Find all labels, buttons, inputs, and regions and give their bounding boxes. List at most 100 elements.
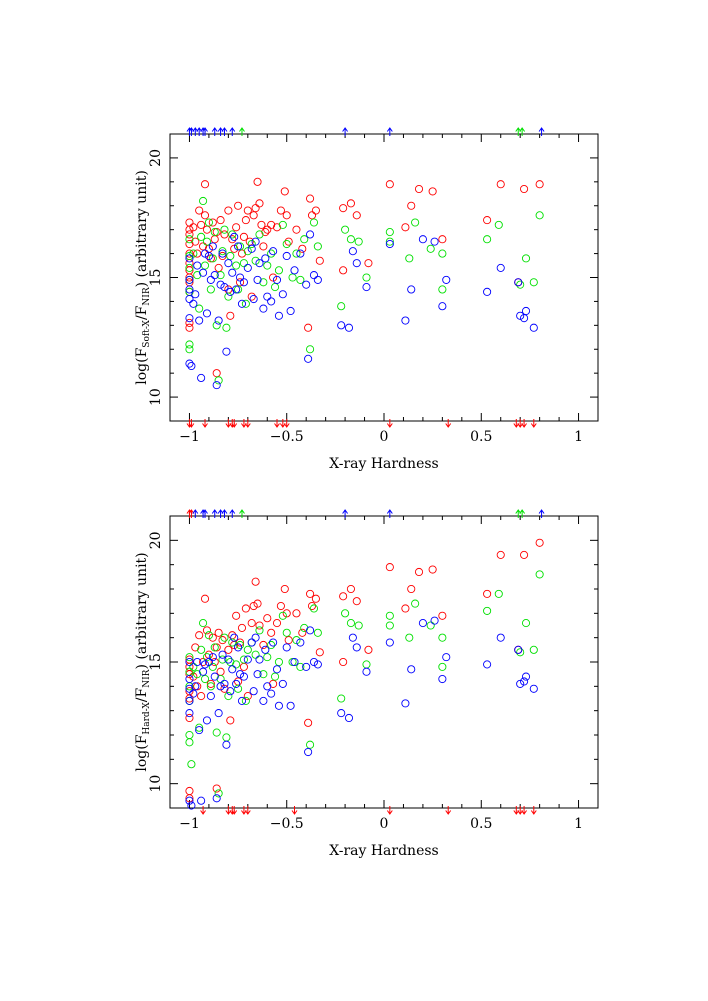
data-point-red bbox=[214, 628, 223, 637]
data-point-red bbox=[199, 242, 208, 251]
data-point-red bbox=[261, 228, 270, 237]
lower-limit-arrow-red bbox=[530, 806, 537, 815]
data-point-red bbox=[191, 643, 200, 652]
upper-limit-arrow-blue bbox=[386, 509, 393, 518]
data-point-green bbox=[535, 211, 544, 220]
data-point-red bbox=[414, 567, 424, 577]
data-point-green bbox=[271, 283, 280, 292]
data-point-green bbox=[212, 728, 221, 737]
data-point-green bbox=[292, 249, 301, 258]
data-point-red bbox=[237, 249, 247, 258]
data-point-blue bbox=[278, 290, 287, 299]
data-point-green bbox=[220, 225, 229, 234]
lower-limit-arrow-red bbox=[513, 806, 520, 815]
data-point-blue bbox=[239, 278, 248, 287]
data-point-green bbox=[362, 660, 371, 669]
data-point-green bbox=[222, 733, 231, 742]
data-point-blue bbox=[251, 633, 260, 642]
y-tick-label: 15 bbox=[148, 269, 164, 287]
data-point-green bbox=[535, 570, 544, 579]
data-point-green bbox=[271, 672, 280, 681]
data-point-red bbox=[206, 254, 215, 263]
data-point-red bbox=[185, 273, 194, 282]
lower-limit-arrow-red bbox=[202, 419, 208, 428]
data-point-red bbox=[407, 584, 416, 594]
data-point-red bbox=[304, 323, 313, 332]
data-point-green bbox=[195, 723, 204, 732]
data-point-green bbox=[197, 645, 206, 654]
data-point-green bbox=[210, 643, 219, 652]
data-point-green bbox=[243, 247, 252, 256]
data-point-red bbox=[292, 225, 301, 234]
data-point-green bbox=[232, 660, 241, 669]
lower-limit-arrow-red bbox=[188, 419, 195, 428]
data-point-red bbox=[243, 206, 252, 215]
data-point-blue bbox=[483, 287, 492, 296]
lower-limit-arrow-red bbox=[274, 419, 280, 428]
data-point-blue bbox=[243, 655, 252, 664]
data-point-blue bbox=[263, 682, 272, 691]
data-point-red bbox=[220, 684, 229, 693]
data-point-blue bbox=[237, 299, 247, 308]
data-point-green bbox=[385, 237, 394, 246]
data-point-green bbox=[185, 653, 194, 662]
data-point-red bbox=[185, 670, 194, 679]
data-point-green bbox=[426, 244, 435, 253]
data-point-green bbox=[483, 235, 492, 244]
data-point-blue bbox=[218, 650, 227, 659]
data-point-green bbox=[337, 302, 346, 311]
data-point-green bbox=[494, 220, 503, 229]
data-point-red bbox=[535, 180, 544, 189]
data-point-blue bbox=[210, 271, 219, 280]
data-point-green bbox=[521, 254, 531, 263]
lower-limit-arrow-red bbox=[513, 419, 520, 428]
data-point-blue bbox=[296, 249, 305, 258]
x-tick-label: 1 bbox=[574, 816, 583, 832]
data-point-blue bbox=[304, 747, 313, 757]
data-point-green bbox=[354, 237, 363, 246]
lower-limit-arrow-red bbox=[283, 419, 290, 428]
data-point-red bbox=[208, 218, 217, 227]
data-point-green bbox=[202, 237, 212, 246]
data-point-green bbox=[282, 628, 291, 637]
upper-limit-arrow-blue bbox=[538, 509, 545, 518]
data-point-red bbox=[235, 278, 245, 287]
data-point-red bbox=[189, 672, 198, 681]
data-point-red bbox=[284, 636, 293, 645]
data-point-red bbox=[243, 692, 252, 701]
data-point-blue bbox=[348, 633, 357, 642]
data-point-blue bbox=[521, 306, 531, 316]
data-point-blue bbox=[278, 679, 287, 688]
data-point-red bbox=[220, 230, 229, 239]
data-point-red bbox=[200, 211, 210, 220]
data-point-green bbox=[521, 619, 531, 628]
lower-limit-arrow-red bbox=[241, 419, 247, 428]
data-point-red bbox=[428, 187, 437, 196]
data-point-blue bbox=[259, 696, 268, 705]
data-point-red bbox=[315, 256, 324, 265]
data-point-red bbox=[239, 662, 248, 671]
data-point-red bbox=[216, 667, 225, 676]
data-point-green bbox=[385, 611, 394, 620]
data-point-green bbox=[251, 650, 260, 659]
lower-limit-arrow-red bbox=[386, 806, 393, 815]
data-point-green bbox=[300, 235, 309, 244]
data-point-green bbox=[259, 278, 268, 287]
data-point-blue bbox=[520, 677, 529, 686]
data-point-green bbox=[263, 653, 272, 662]
data-point-blue bbox=[313, 660, 322, 669]
lower-limit-arrow-red bbox=[200, 806, 206, 815]
data-point-blue bbox=[496, 263, 505, 272]
data-point-red bbox=[195, 631, 204, 640]
data-point-blue bbox=[216, 280, 225, 289]
data-point-green bbox=[346, 235, 355, 244]
data-point-blue bbox=[514, 645, 523, 654]
data-point-blue bbox=[193, 657, 202, 667]
data-point-red bbox=[483, 589, 492, 598]
data-point-blue bbox=[224, 259, 233, 268]
data-point-red bbox=[483, 216, 492, 225]
data-point-red bbox=[385, 563, 394, 572]
data-point-red bbox=[414, 184, 424, 194]
data-point-green bbox=[278, 611, 287, 620]
data-point-red bbox=[212, 784, 221, 793]
